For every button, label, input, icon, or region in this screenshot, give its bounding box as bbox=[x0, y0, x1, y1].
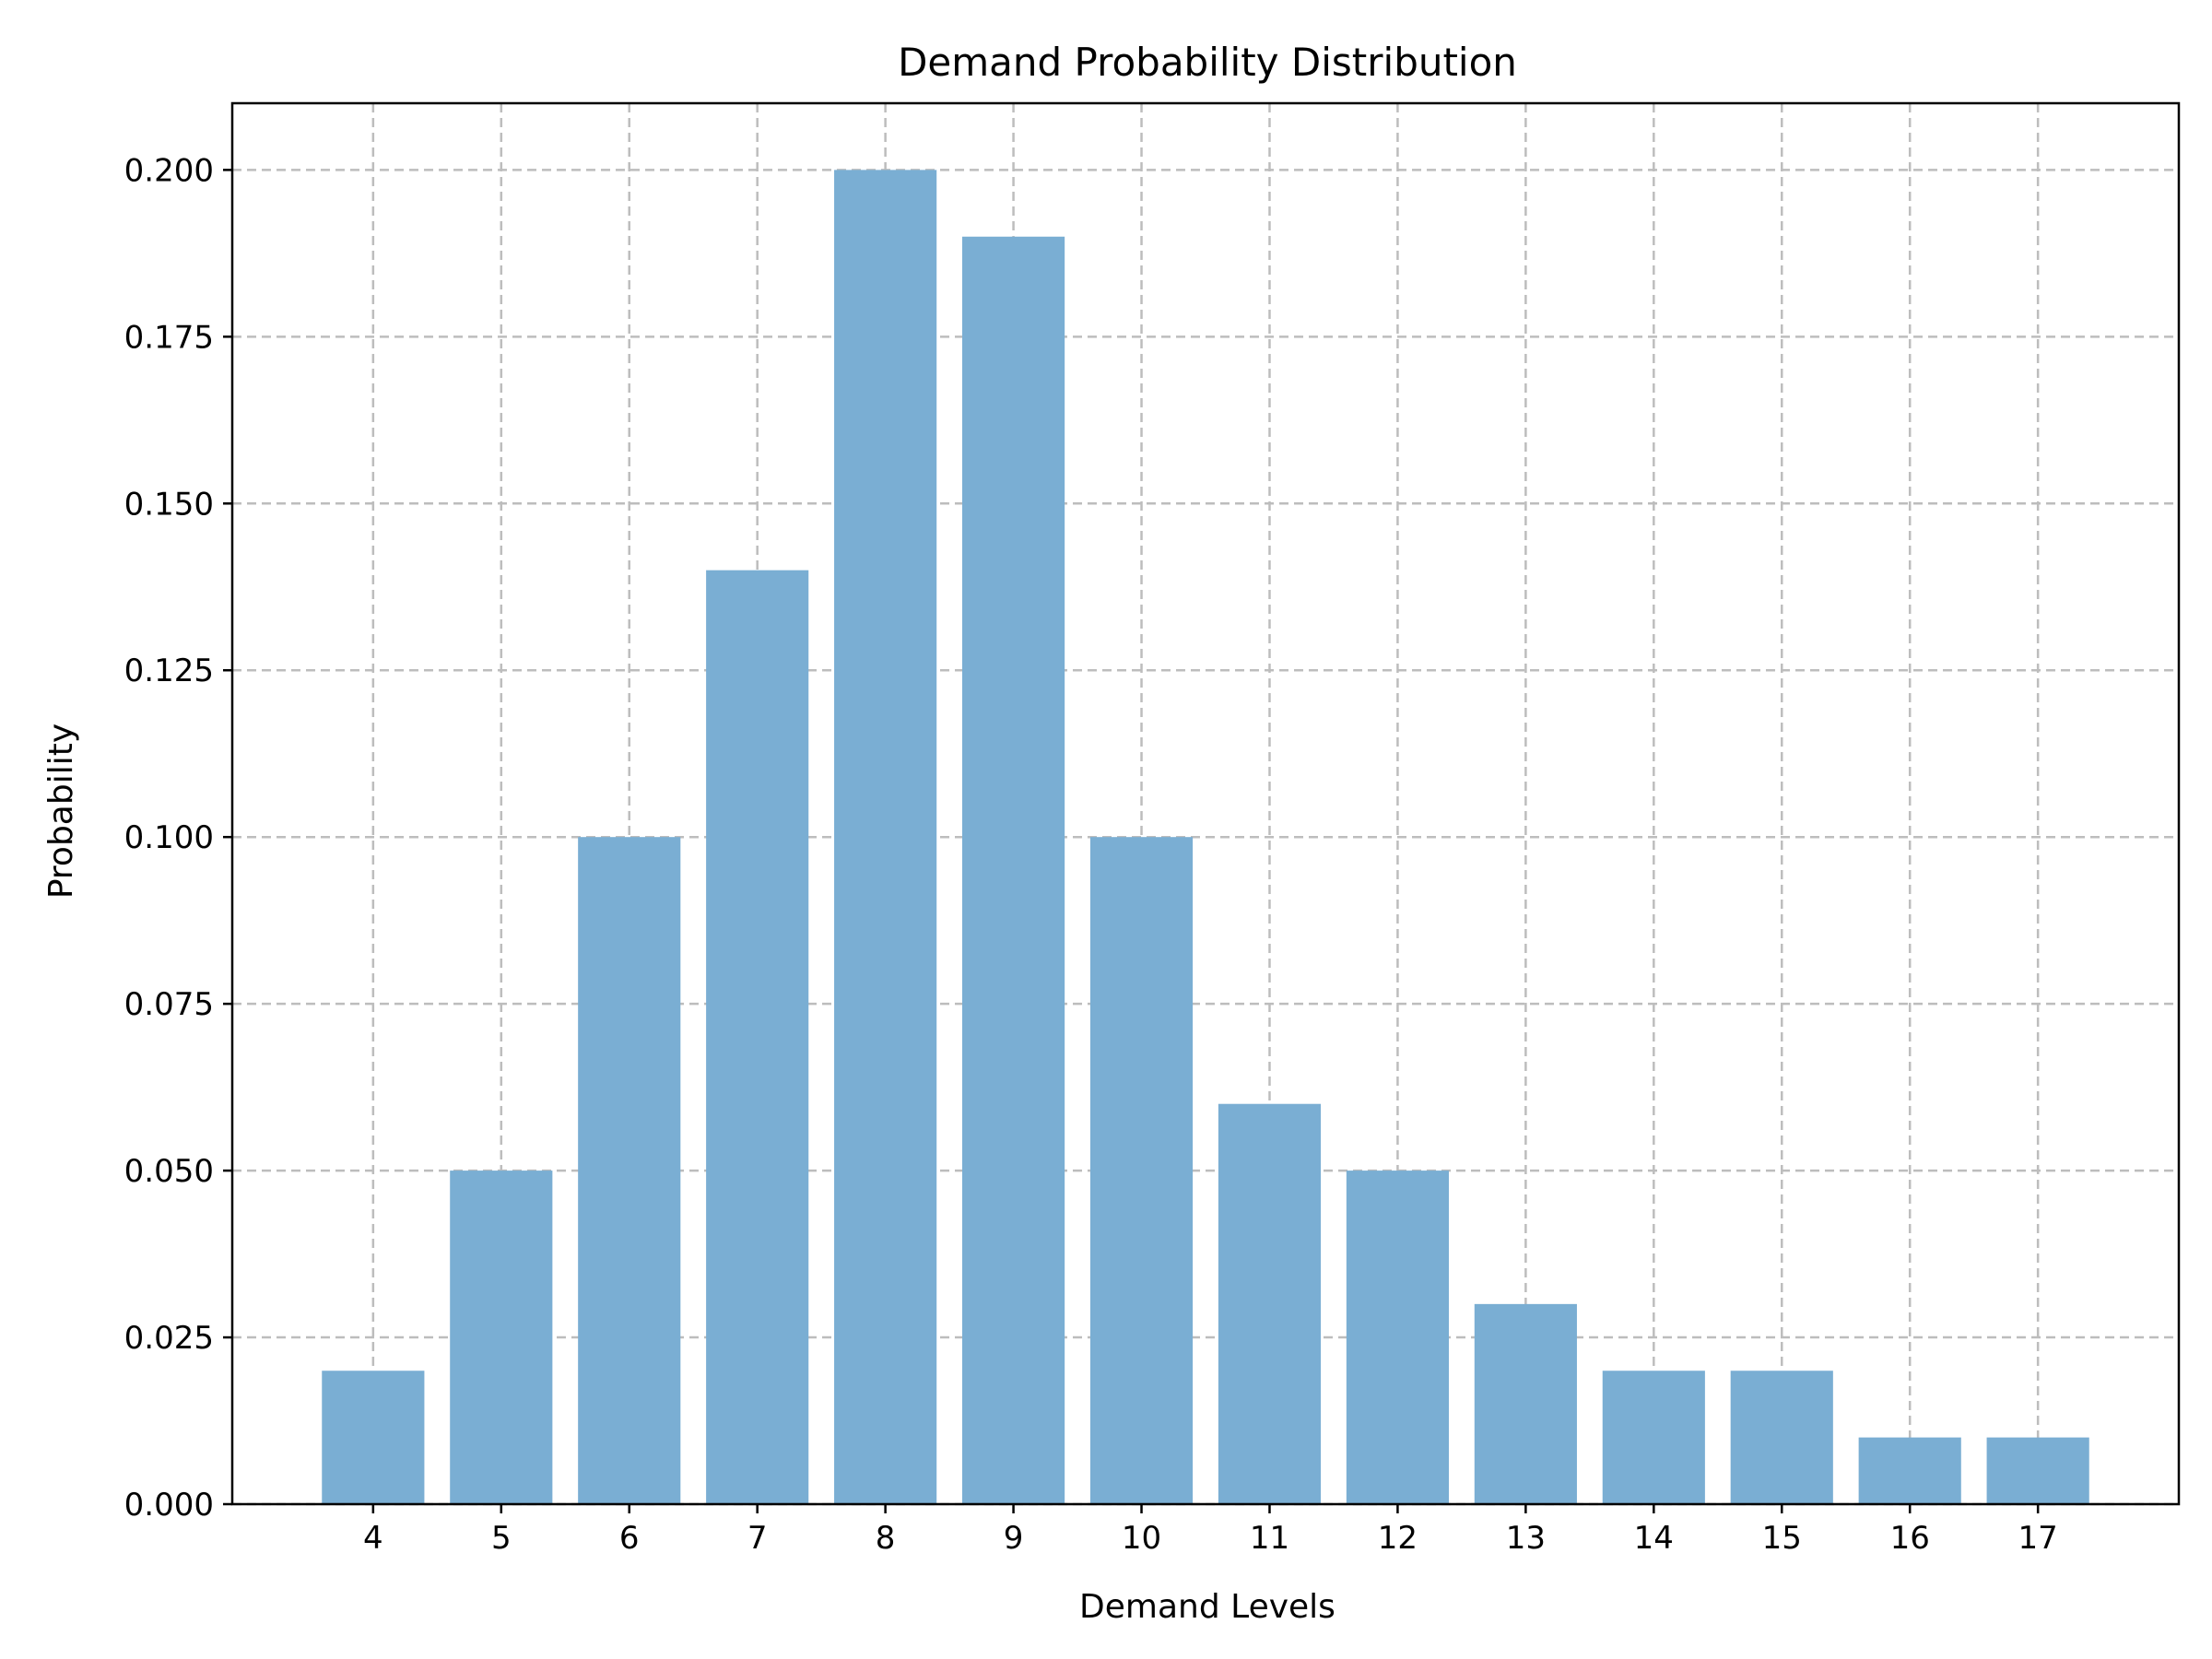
y-tick-label: 0.125 bbox=[124, 653, 214, 689]
bar-14 bbox=[1602, 1371, 1705, 1504]
x-tick-label: 8 bbox=[876, 1520, 896, 1557]
y-tick-label: 0.200 bbox=[124, 152, 214, 189]
bar-11 bbox=[1218, 1103, 1322, 1504]
x-axis-label: Demand Levels bbox=[1079, 1588, 1335, 1626]
x-tick-label: 10 bbox=[1122, 1520, 1161, 1557]
x-tick-label: 5 bbox=[491, 1520, 512, 1557]
bar-15 bbox=[1730, 1371, 1833, 1504]
x-tick-label: 13 bbox=[1506, 1520, 1546, 1557]
x-tick-label: 15 bbox=[1762, 1520, 1802, 1557]
bar-5 bbox=[450, 1171, 553, 1504]
x-tick-label: 7 bbox=[747, 1520, 768, 1557]
x-tick-label: 11 bbox=[1250, 1520, 1289, 1557]
bar-6 bbox=[578, 837, 681, 1504]
bar-13 bbox=[1474, 1303, 1577, 1504]
y-tick-label: 0.075 bbox=[124, 986, 214, 1023]
chart-title: Demand Probability Distribution bbox=[898, 40, 1517, 85]
x-tick-label: 17 bbox=[2018, 1520, 2058, 1557]
bar-9 bbox=[962, 236, 1065, 1504]
bar-10 bbox=[1089, 837, 1194, 1504]
x-tick-label: 14 bbox=[1634, 1520, 1674, 1557]
bar-4 bbox=[322, 1371, 425, 1504]
y-tick-labels: 0.000 0.025 0.050 0.075 0.100 0.125 0.150 0.175… bbox=[124, 152, 214, 1524]
x-tick-label: 16 bbox=[1890, 1520, 1930, 1557]
x-tick-labels: 4 5 6 7 8 9 10 11 12 13 14 15 16 17 bbox=[363, 1520, 2058, 1557]
x-tick-label: 4 bbox=[363, 1520, 383, 1557]
y-tick-label: 0.150 bbox=[124, 486, 214, 523]
bar-7 bbox=[706, 570, 809, 1504]
plot-frame bbox=[230, 101, 2181, 1506]
bar-12 bbox=[1346, 1171, 1449, 1504]
x-tick-label: 12 bbox=[1378, 1520, 1418, 1557]
bar-16 bbox=[1858, 1437, 1961, 1504]
bar-8 bbox=[834, 170, 937, 1504]
y-tick-label: 0.050 bbox=[124, 1153, 214, 1190]
y-tick-label: 0.175 bbox=[124, 319, 214, 356]
y-tick-label: 0.100 bbox=[124, 819, 214, 856]
y-tick-label: 0.025 bbox=[124, 1320, 214, 1357]
y-axis-label: Probability bbox=[42, 724, 80, 899]
x-tick-label: 6 bbox=[619, 1520, 640, 1557]
x-tick-label: 9 bbox=[1004, 1520, 1024, 1557]
bars bbox=[322, 170, 2089, 1504]
y-tick-label: 0.000 bbox=[124, 1487, 214, 1524]
bar-17 bbox=[1986, 1437, 2089, 1504]
axis-ticks bbox=[223, 169, 2040, 1513]
